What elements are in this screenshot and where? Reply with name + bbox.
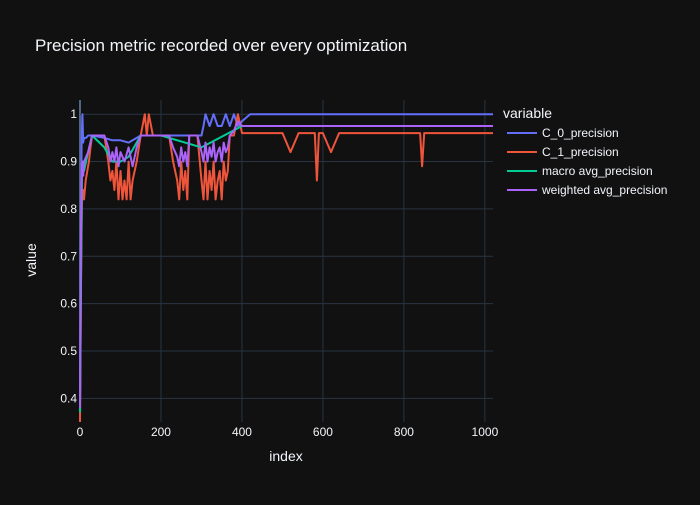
y-tick-label: 0.9 [60, 155, 77, 169]
y-tick-label: 0.4 [60, 391, 77, 405]
x-axis-title: index [269, 448, 302, 464]
series-line-c-1-precision [79, 113, 493, 423]
y-tick-label: 0.7 [60, 249, 77, 263]
series-layer [79, 113, 493, 423]
legend-item-c-1-precision[interactable]: C_1_precision [507, 145, 619, 159]
legend-title: variable [503, 105, 552, 121]
series-line-weighted-avg-precision [79, 120, 493, 408]
x-tick-label: 200 [151, 425, 171, 439]
y-tick-label: 0.6 [60, 297, 77, 311]
y-axis-ticks: 0.4 0.5 0.6 0.7 0.8 0.9 1 [60, 107, 77, 405]
legend-item-macro-avg-precision[interactable]: macro avg_precision [507, 164, 653, 178]
legend-label: C_1_precision [542, 145, 619, 159]
legend-label: C_0_precision [542, 126, 619, 140]
x-tick-label: 1000 [472, 425, 499, 439]
y-axis-title: value [23, 243, 39, 277]
y-tick-label: 0.8 [60, 202, 77, 216]
y-tick-label: 1 [70, 107, 77, 121]
x-axis-ticks: 0 200 400 600 800 1000 [77, 425, 499, 439]
x-tick-label: 400 [232, 425, 252, 439]
legend-label: weighted avg_precision [541, 183, 667, 197]
chart-title: Precision metric recorded over every opt… [35, 36, 407, 55]
x-tick-label: 0 [77, 425, 84, 439]
legend-label: macro avg_precision [542, 164, 653, 178]
x-tick-label: 600 [313, 425, 333, 439]
legend-item-weighted-avg-precision[interactable]: weighted avg_precision [507, 183, 667, 197]
x-tick-label: 800 [394, 425, 414, 439]
y-tick-label: 0.5 [60, 344, 77, 358]
legend-item-c-0-precision[interactable]: C_0_precision [507, 126, 619, 140]
